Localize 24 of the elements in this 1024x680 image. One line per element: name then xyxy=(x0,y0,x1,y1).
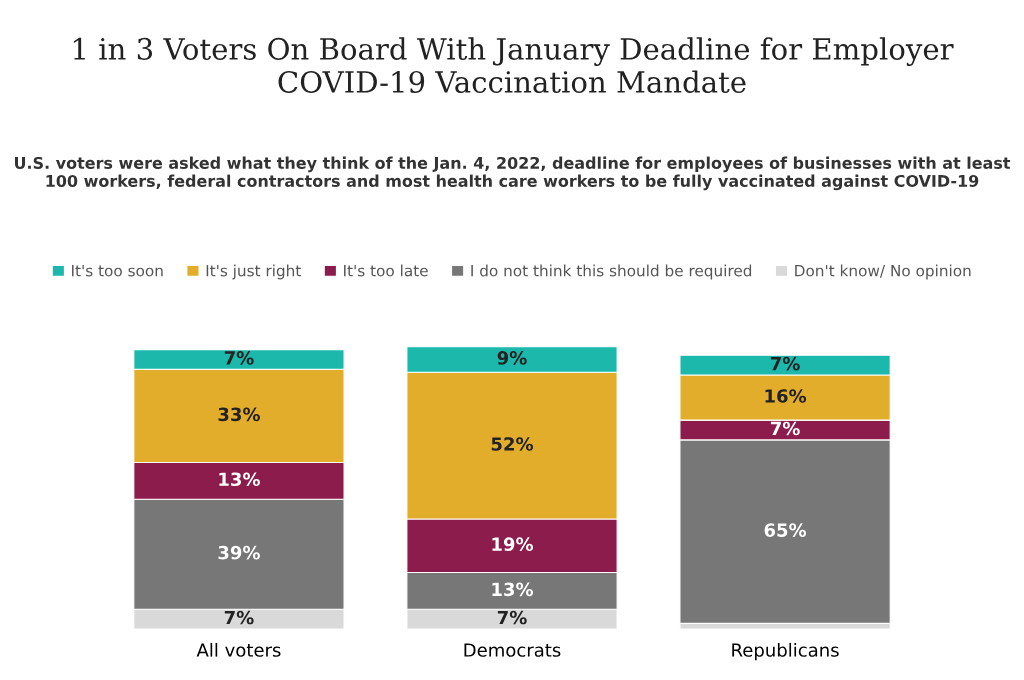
legend-label: It's too soon xyxy=(72,265,163,277)
x-tick-label: Democrats xyxy=(464,643,561,657)
data-label: 7% xyxy=(224,610,254,625)
data-label: 7% xyxy=(770,356,800,371)
data-label: 7% xyxy=(770,421,800,436)
legend-label: It's too late xyxy=(344,264,428,277)
x-tick-label: Republicans xyxy=(732,642,839,661)
data-label: 16% xyxy=(765,389,807,403)
data-label: 52% xyxy=(491,437,534,451)
chart-title: 1 in 3 Voters On Board With January Deadline for Employer COVID-19 Vaccination Mandate xyxy=(73,37,954,93)
data-label: 19% xyxy=(492,537,534,551)
data-label: 9% xyxy=(497,351,527,365)
x-tick-label: All voters xyxy=(196,642,281,657)
data-label: 13% xyxy=(492,582,534,597)
data-label: 7% xyxy=(497,610,527,625)
data-label: 7% xyxy=(224,351,254,365)
legend-label: It's just right xyxy=(206,264,301,280)
legend-label: Don't know/ No opinion xyxy=(795,264,971,280)
data-label: 13% xyxy=(219,472,260,487)
legend-label: I do not think this should be required xyxy=(471,264,752,280)
data-label: 39% xyxy=(218,545,260,560)
chart-subtitle: U.S. voters were asked what they think of the Jan. 4, 2022, deadline for employees of businesses with at least 100 workers, federal contractors and most health care workers to be fully vaccinated against COVID-19 xyxy=(15,156,1011,191)
data-label: 33% xyxy=(218,407,260,422)
data-label: 65% xyxy=(764,523,807,537)
